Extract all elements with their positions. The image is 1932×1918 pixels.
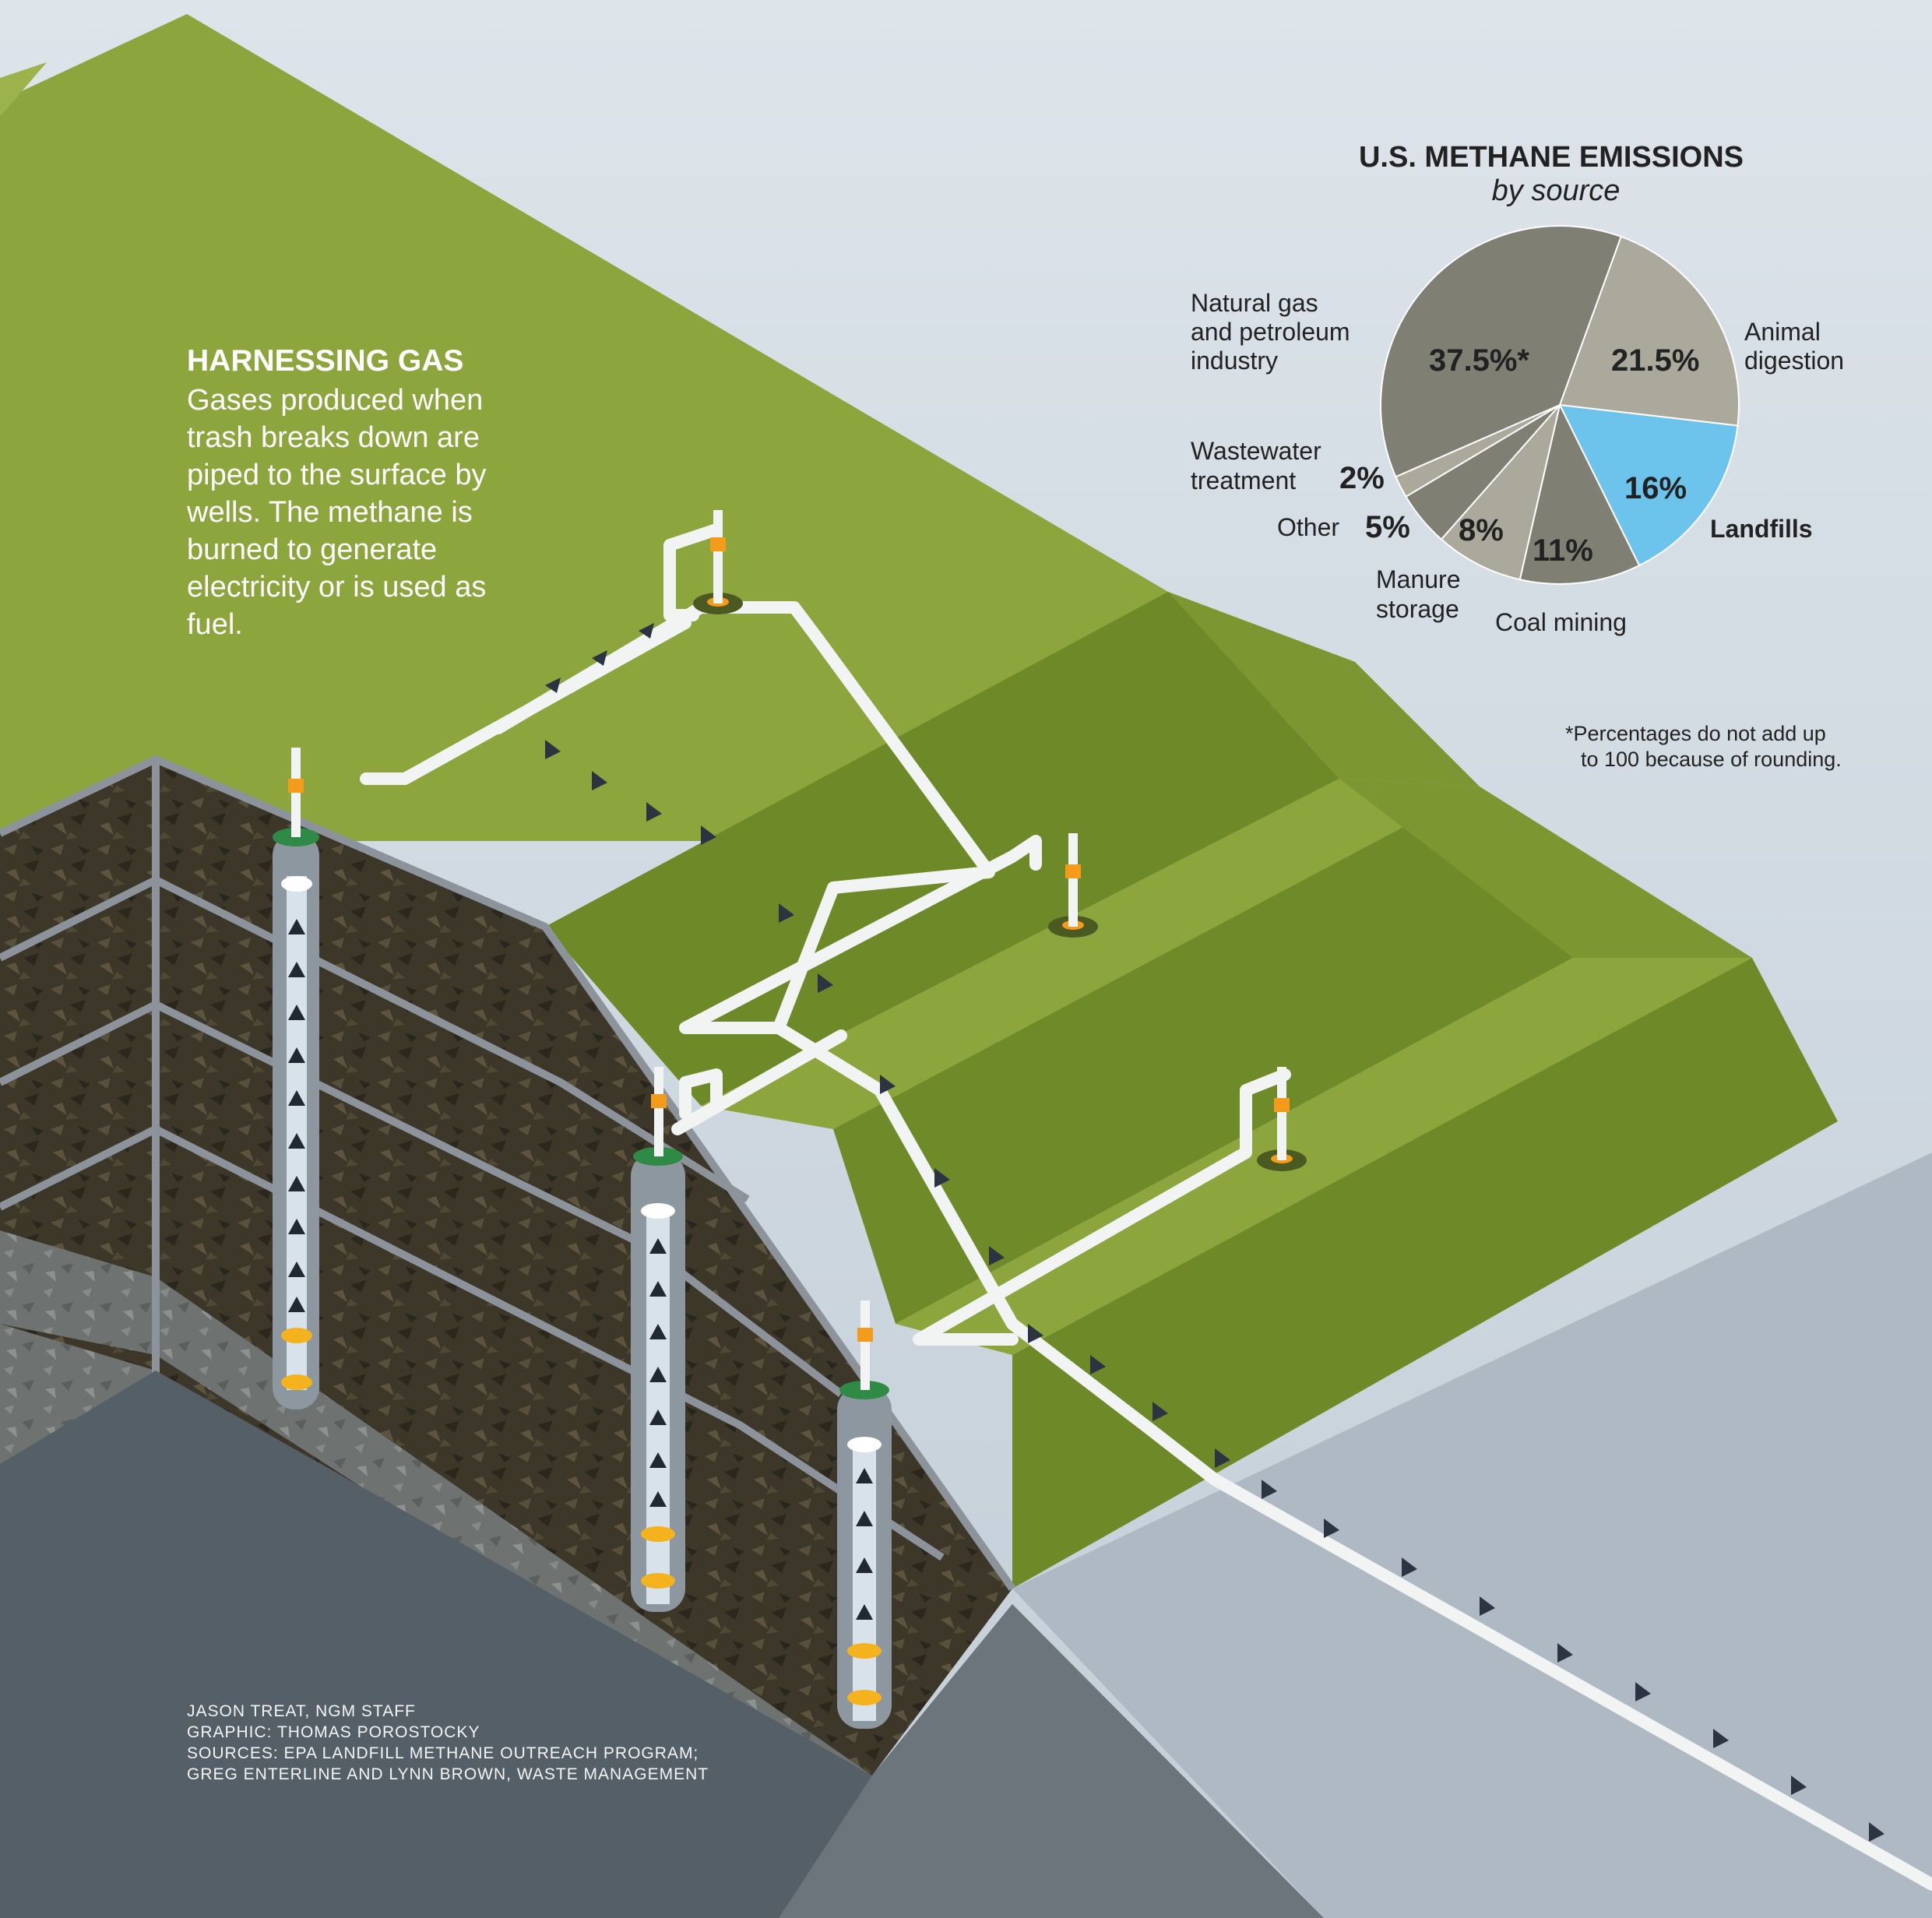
wastewater-line-2: treatment [1191, 466, 1296, 494]
animal-digestion-line-1: Animal [1744, 318, 1821, 346]
category-label-natural-gas: Natural gas and petroleum industry [1191, 289, 1357, 375]
intro-title: HARNESSING GAS [187, 344, 464, 378]
value-label-coal-mining: 11% [1533, 533, 1593, 568]
category-label-animal-digestion: Animal digestion [1744, 318, 1844, 375]
manure-storage-line-1: Manure [1376, 565, 1461, 593]
landfill-top [0, 14, 1355, 841]
value-label-animal-digestion: 21.5% [1611, 343, 1699, 378]
wellhead-middle [1048, 833, 1098, 938]
intro-body: Gases produced when trash breaks down ar… [187, 384, 487, 641]
intro-panel: HARNESSING GAS Gases produced when trash… [187, 343, 530, 643]
credit-line-2: GRAPHIC: THOMAS POROSTOCKY [187, 1723, 480, 1741]
gas-well-1 [273, 748, 319, 1409]
pie-slice-landfills [1558, 403, 1739, 567]
animal-digestion-line-2: digestion [1744, 347, 1844, 375]
value-label-wastewater: 2% [1339, 461, 1385, 495]
chart-subtitle: by source [1492, 174, 1621, 207]
natural-gas-line-3: industry [1191, 347, 1278, 375]
value-label-other: 5% [1365, 510, 1410, 544]
wastewater-line-1: Wastewater [1191, 437, 1321, 465]
wellhead-lower [1257, 1067, 1307, 1171]
terrace-1 [545, 592, 1339, 1106]
terrace-2 [833, 787, 1573, 1324]
terrace-3 [1012, 958, 1838, 1589]
chart-title: U.S. METHANE EMISSIONS [1359, 141, 1744, 174]
gas-well-2 [631, 1067, 685, 1612]
pie-slice-manure-storage [1440, 404, 1561, 581]
natural-gas-line-2: and petroleum [1191, 318, 1350, 346]
credit-line-3: SOURCES: EPA LANDFILL METHANE OUTREACH P… [187, 1744, 699, 1762]
pie-slice-natural-gas-and-petroleum-industry [1380, 225, 1622, 478]
credits: JASON TREAT, NGM STAFF GRAPHIC: THOMAS P… [187, 1701, 709, 1785]
manure-storage-line-2: storage [1376, 595, 1459, 623]
category-label-coal-mining: Coal mining [1495, 608, 1627, 636]
category-label-other: Other [1277, 513, 1339, 541]
category-label-wastewater: Wastewater treatment [1191, 437, 1328, 494]
wellhead-top [693, 510, 743, 614]
footnote-line-1: *Percentages do not add up [1565, 722, 1826, 745]
value-label-manure-storage: 8% [1459, 513, 1504, 547]
footnote-line-2: to 100 because of rounding. [1581, 748, 1842, 771]
gas-well-3 [837, 1300, 892, 1729]
category-label-manure-storage: Manure storage [1376, 565, 1467, 623]
pie-slices [1380, 225, 1740, 585]
footnote: *Percentages do not add up to 100 becaus… [1565, 721, 1842, 772]
gravel-layer [0, 1230, 1012, 1814]
category-label-landfills: Landfills [1710, 515, 1813, 543]
value-label-landfills: 16% [1624, 471, 1687, 505]
value-label-natural-gas: 37.5%* [1429, 343, 1529, 378]
credit-line-4: GREG ENTERLINE AND LYNN BROWN, WASTE MAN… [187, 1765, 709, 1783]
natural-gas-line-1: Natural gas [1191, 289, 1318, 317]
credit-line-1: JASON TREAT, NGM STAFF [187, 1702, 416, 1720]
